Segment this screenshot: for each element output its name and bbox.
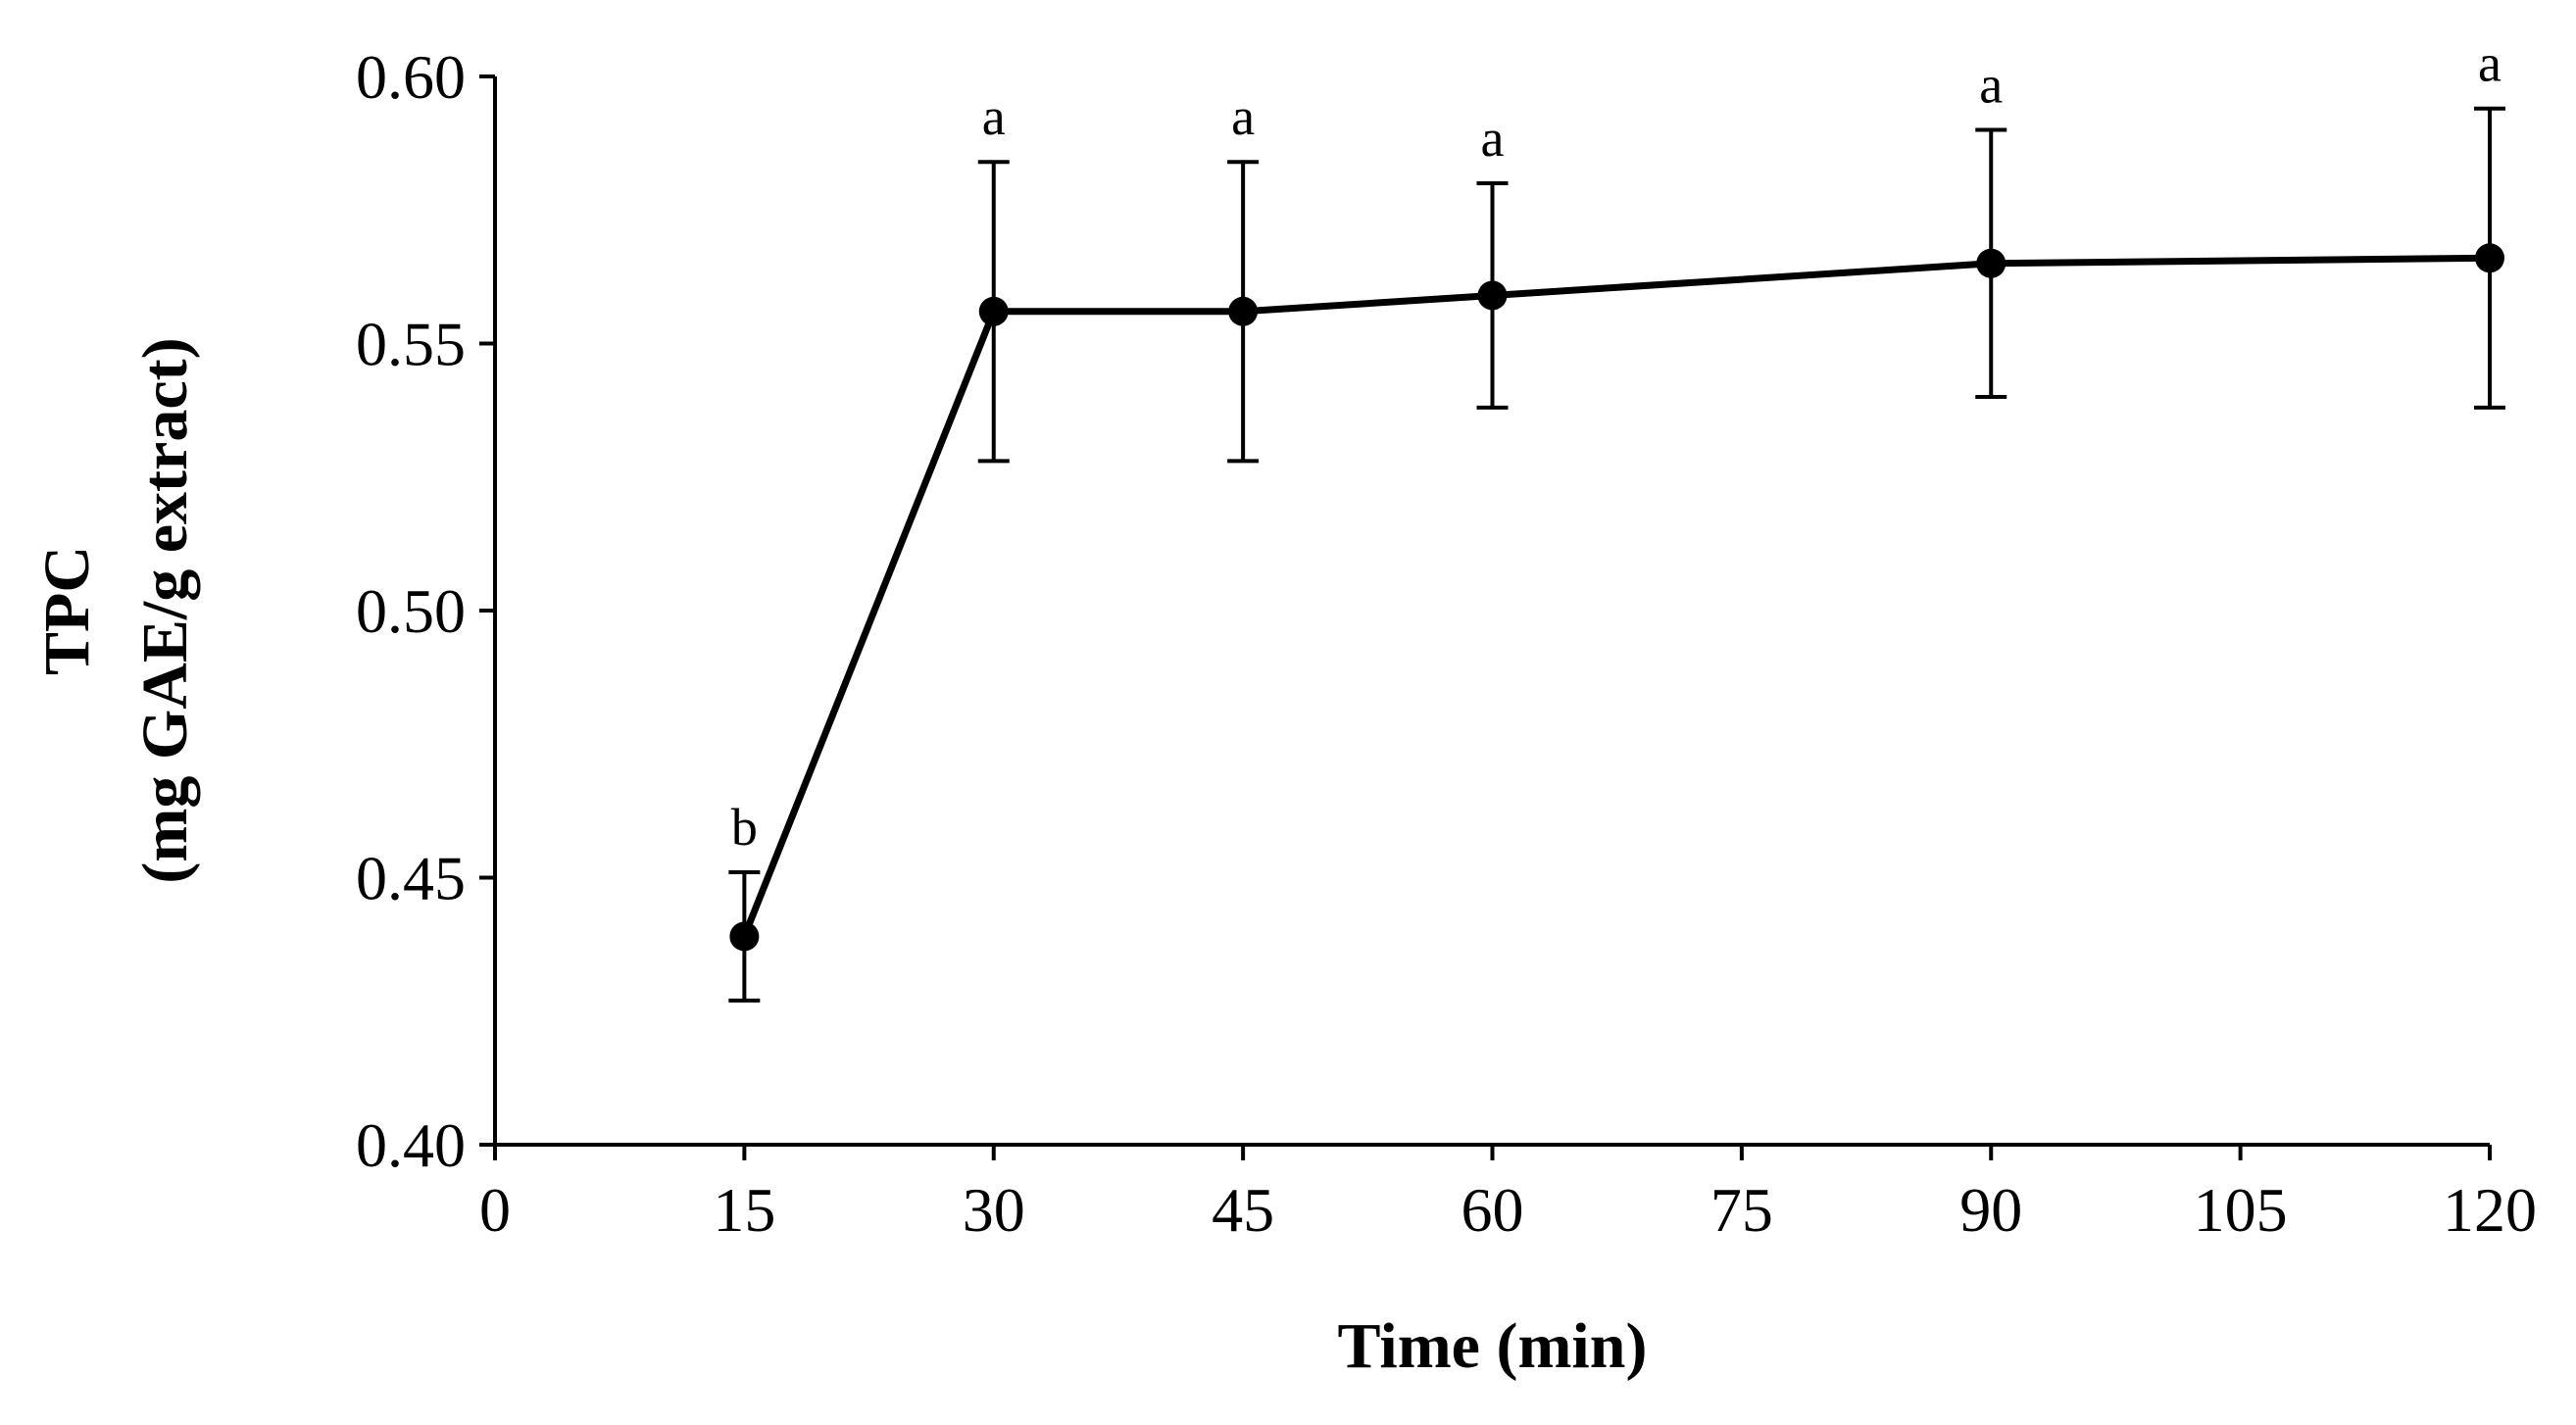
x-tick-label: 75 bbox=[1710, 1175, 1773, 1245]
y-axis-title-line: (mg GAE/g extract) bbox=[129, 337, 201, 883]
significance-label: a bbox=[1481, 109, 1505, 168]
y-tick-label: 0.40 bbox=[356, 1110, 466, 1180]
significance-label: a bbox=[1231, 87, 1255, 146]
x-axis-title: Time (min) bbox=[1338, 1310, 1648, 1382]
x-tick-label: 90 bbox=[1959, 1175, 2022, 1245]
ticks: 0.40 0.45 0.50 0.55 0.60 0 15 30 45 60 75 90 105 120 bbox=[356, 42, 2537, 1245]
x-tick-label: 105 bbox=[2194, 1175, 2288, 1245]
data-point bbox=[978, 296, 1009, 326]
x-tick-label: 0 bbox=[479, 1175, 511, 1245]
y-tick-label: 0.55 bbox=[356, 310, 466, 379]
data-point bbox=[2475, 243, 2504, 273]
y-tick-label: 0.60 bbox=[356, 42, 466, 112]
series-line bbox=[741, 254, 2491, 938]
x-tick-label: 60 bbox=[1461, 1175, 1524, 1245]
significance-label: b bbox=[731, 798, 758, 857]
x-tick-label: 30 bbox=[963, 1175, 1025, 1245]
significance-label: a bbox=[1979, 56, 2003, 115]
significance-label: a bbox=[982, 87, 1006, 146]
x-tick-label: 45 bbox=[1212, 1175, 1274, 1245]
significance-label: a bbox=[2478, 34, 2502, 93]
y-tick-label: 0.50 bbox=[356, 576, 466, 646]
x-tick-label: 15 bbox=[713, 1175, 775, 1245]
data-point bbox=[1976, 248, 2006, 278]
y-tick-label: 0.45 bbox=[356, 844, 466, 913]
data-point bbox=[1228, 296, 1259, 326]
y-axis-title-line: TPC bbox=[31, 546, 103, 675]
data-point bbox=[1477, 280, 1508, 311]
series: b a a a a a bbox=[728, 34, 2505, 1003]
x-tick-label: 120 bbox=[2443, 1175, 2537, 1245]
data-point bbox=[729, 921, 760, 952]
y-axis-title: TPC (mg GAE/g extract) bbox=[31, 337, 201, 883]
